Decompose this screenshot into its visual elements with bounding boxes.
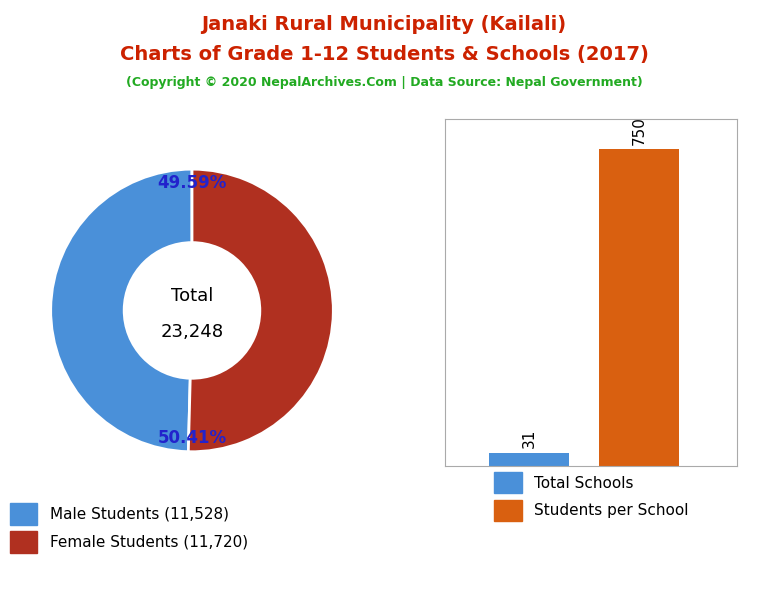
Text: 23,248: 23,248 bbox=[161, 322, 223, 341]
Bar bbox=[598, 149, 679, 466]
Text: Charts of Grade 1-12 Students & Schools (2017): Charts of Grade 1-12 Students & Schools … bbox=[120, 45, 648, 64]
Bar bbox=[489, 453, 569, 466]
Text: Janaki Rural Municipality (Kailali): Janaki Rural Municipality (Kailali) bbox=[201, 15, 567, 34]
Legend: Total Schools, Students per School: Total Schools, Students per School bbox=[488, 466, 694, 527]
Text: Total: Total bbox=[170, 287, 214, 305]
Text: 750: 750 bbox=[631, 116, 647, 144]
Text: 50.41%: 50.41% bbox=[157, 429, 227, 447]
Wedge shape bbox=[188, 169, 333, 452]
Legend: Male Students (11,528), Female Students (11,720): Male Students (11,528), Female Students … bbox=[5, 498, 253, 557]
Text: 31: 31 bbox=[521, 429, 537, 448]
Text: (Copyright © 2020 NepalArchives.Com | Data Source: Nepal Government): (Copyright © 2020 NepalArchives.Com | Da… bbox=[126, 76, 642, 90]
Text: 49.59%: 49.59% bbox=[157, 174, 227, 192]
Wedge shape bbox=[51, 169, 192, 452]
